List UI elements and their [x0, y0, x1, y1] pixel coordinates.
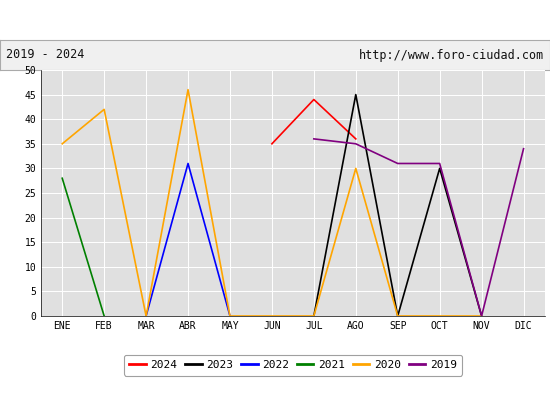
Legend: 2024, 2023, 2022, 2021, 2020, 2019: 2024, 2023, 2022, 2021, 2020, 2019: [124, 354, 462, 376]
Text: 2019 - 2024: 2019 - 2024: [6, 48, 84, 62]
Text: http://www.foro-ciudad.com: http://www.foro-ciudad.com: [359, 48, 544, 62]
Text: Evolucion Nº Turistas Extranjeros en el municipio de Villaescusa de Haro: Evolucion Nº Turistas Extranjeros en el …: [0, 14, 550, 28]
